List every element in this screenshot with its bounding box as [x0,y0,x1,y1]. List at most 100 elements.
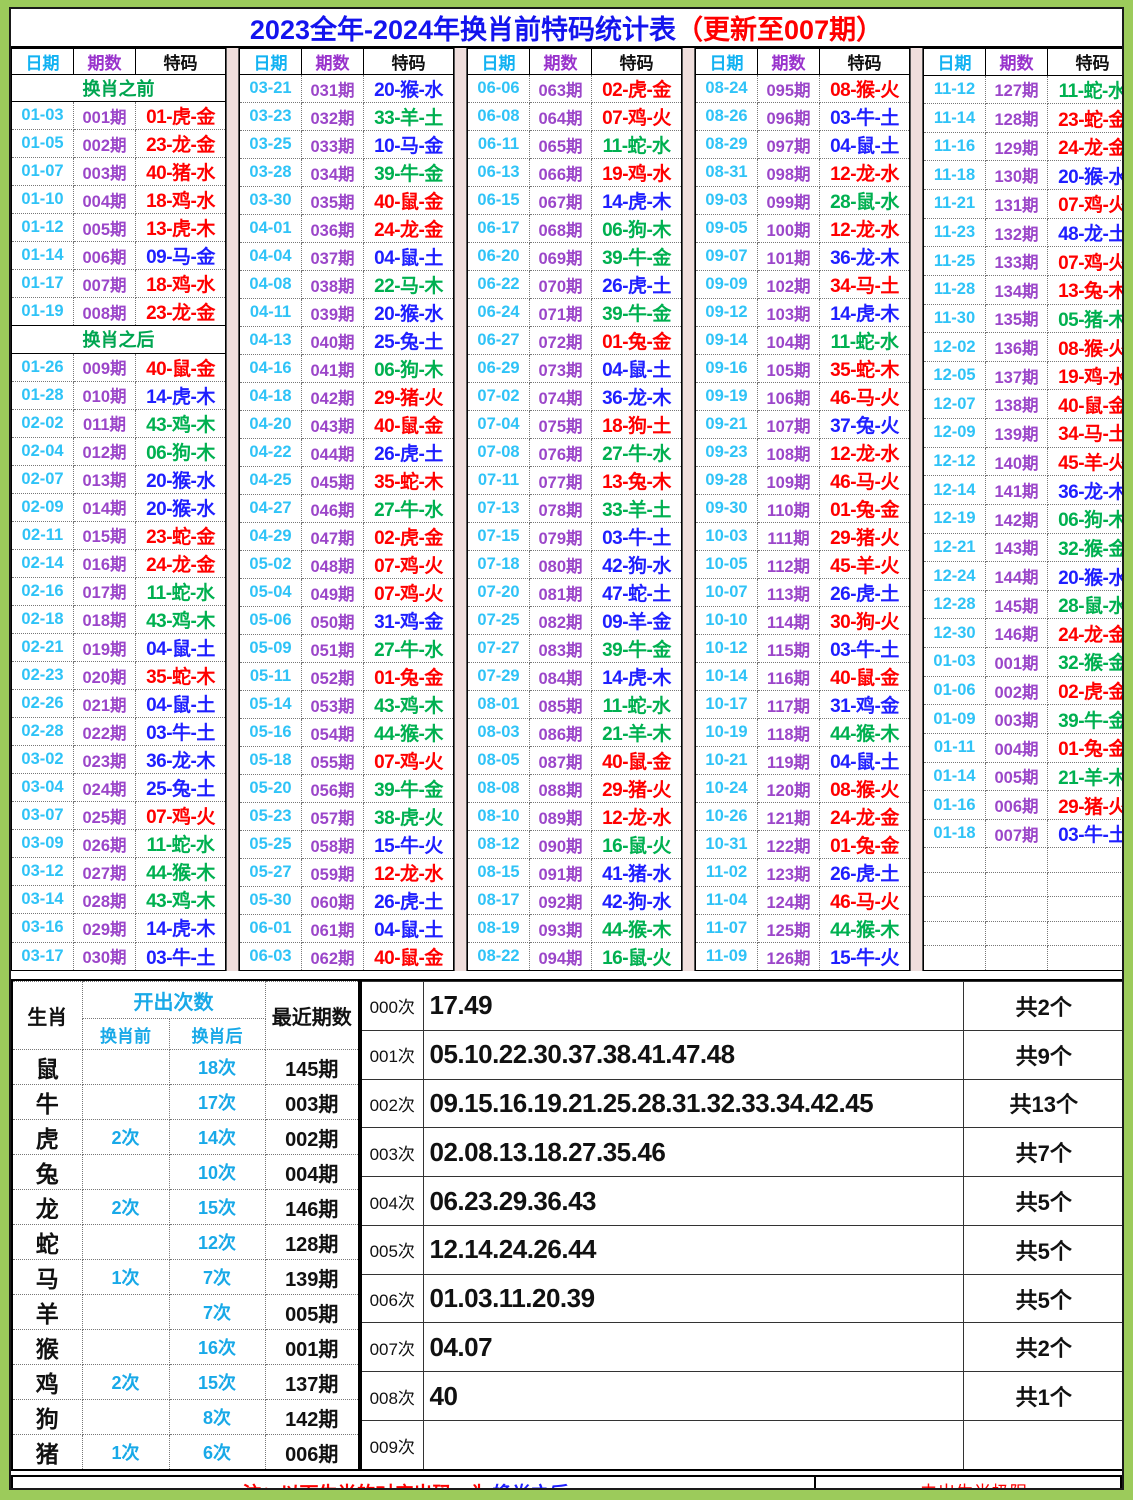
record-row: 04-29 047期 02-虎-金 [239,522,454,551]
code-cell: 01-兔-金 [819,494,910,523]
date-cell: 11-30 [923,303,986,334]
date-cell: 12-07 [923,389,986,420]
period-cell: 127期 [985,74,1048,105]
date-cell: 01-14 [923,761,986,792]
date-cell: 08-24 [695,74,758,103]
record-row: 07-25 082期 09-羊-金 [467,606,682,635]
period-cell: 004期 [985,732,1048,763]
record-row: 02-09 014期 20-猴-水 [11,492,226,522]
frequency-total-cell: 共7个 [962,1127,1122,1178]
code-cell: 20-猴-水 [1047,561,1122,591]
record-row: 06-20 069期 39-牛-金 [467,242,682,271]
period-cell: 057期 [301,802,364,831]
code-cell: 44-猴-木 [819,718,910,747]
record-header-row: 日期 期数 特码 [467,48,682,75]
period-cell: 125期 [757,914,820,943]
date-cell: 09-19 [695,382,758,411]
period-cell: 128期 [985,103,1048,133]
period-cell: 062期 [301,942,364,971]
period-cell: 134期 [985,274,1048,305]
date-cell: 10-03 [695,522,758,551]
record-row: 05-11 052期 01-兔-金 [239,662,454,691]
extremes-header: 未出生肖极限 [816,1477,1122,1488]
code-cell: 07-鸡-火 [1047,189,1122,219]
code-cell: 36-龙-木 [819,242,910,271]
code-cell: 31-鸡-金 [363,606,454,635]
date-cell: 03-28 [239,158,302,187]
period-cell: 063期 [529,74,592,103]
code-cell: 12-龙-水 [363,858,454,887]
record-row: 09-28 109期 46-马-火 [695,466,910,495]
code-cell: 20-猴-水 [1047,160,1122,191]
frequency-total-cell: 共9个 [962,1029,1122,1080]
period-header: 期数 [301,48,364,75]
zodiac-stats-row: 蛇 12次 128期 [11,1224,360,1260]
date-cell: 06-08 [467,102,530,131]
date-cell: 09-05 [695,214,758,243]
period-cell: 143期 [985,532,1048,563]
period-cell: 103期 [757,298,820,327]
frequency-total-cell: 共5个 [962,1176,1122,1226]
record-row: 06-06 063期 02-虎-金 [467,74,682,103]
title-bar: 2023全年-2024年换肖前特码统计表 （更新至007期） [11,9,1122,48]
code-cell: 44-猴-木 [819,914,910,943]
code-cell: 42-狗-水 [591,550,682,579]
period-cell: 089期 [529,802,592,831]
zodiac-cell: 龙 [11,1189,83,1225]
date-cell: 10-19 [695,718,758,747]
code-cell: 08-猴-火 [819,74,910,103]
code-cell: 20-猴-水 [363,298,454,327]
recent-period-cell: 146期 [264,1189,360,1225]
period-cell: 005期 [73,213,136,243]
date-header: 日期 [239,48,302,75]
period-cell: 005期 [985,761,1048,792]
record-row [923,896,1122,922]
record-row: 07-18 080期 42-狗-水 [467,550,682,579]
record-row: 08-01 085期 11-蛇-水 [467,690,682,719]
code-cell [1047,945,1122,971]
record-row: 11-02 123期 26-虎-土 [695,858,910,887]
recent-period-cell: 002期 [264,1119,360,1155]
record-row: 01-28 010期 14-虎-木 [11,380,226,410]
code-cell: 40-鼠-金 [363,186,454,215]
date-cell: 03-17 [11,941,74,971]
period-cell: 080期 [529,550,592,579]
record-row: 06-08 064期 07-鸡-火 [467,102,682,131]
record-row: 04-20 043期 40-鼠-金 [239,410,454,439]
record-row: 03-23 032期 33-羊-土 [239,102,454,131]
code-cell: 04-鼠-土 [363,242,454,271]
code-cell: 14-虎-木 [819,298,910,327]
record-group-5: 日期 期数 特码 11-12 127期 11-蛇-水 11-14 128期 23-蛇-金 11-1… [923,48,1122,971]
page-title: 2023全年-2024年换肖前特码统计表 [249,15,677,45]
period-cell: 032期 [301,102,364,131]
record-row: 04-01 036期 24-龙-金 [239,214,454,243]
date-cell: 05-23 [239,802,302,831]
period-cell: 077期 [529,466,592,495]
code-cell: 24-龙-金 [1047,131,1122,162]
note-text-emphasis: 换肖之后 [489,1479,565,1489]
period-cell: 007期 [985,818,1048,849]
date-cell: 11-02 [695,858,758,887]
date-cell: 02-02 [11,408,74,438]
code-cell: 01-兔-金 [591,326,682,355]
frequency-numbers-cell: 02.08.13.18.27.35.46 [422,1127,964,1178]
record-row: 04-22 044期 26-虎-土 [239,438,454,467]
period-cell: 141期 [985,475,1048,505]
code-cell: 12-龙-水 [819,158,910,187]
period-header: 期数 [985,48,1048,76]
frequency-numbers-cell: 12.14.24.26.44 [422,1224,964,1275]
period-cell: 075期 [529,410,592,439]
period-cell: 065期 [529,130,592,159]
after-count-cell: 18次 [168,1049,266,1085]
date-cell: 05-30 [239,886,302,915]
period-cell: 072期 [529,326,592,355]
record-header-row: 日期 期数 特码 [239,48,454,75]
date-cell: 09-14 [695,326,758,355]
record-row: 07-27 083期 39-牛-金 [467,634,682,663]
date-cell: 09-16 [695,354,758,383]
period-cell: 013期 [73,464,136,494]
after-count-cell: 17次 [168,1084,266,1120]
after-count-cell: 10次 [168,1154,266,1190]
code-cell: 45-羊-火 [819,550,910,579]
code-cell: 32-猴-金 [1047,647,1122,677]
